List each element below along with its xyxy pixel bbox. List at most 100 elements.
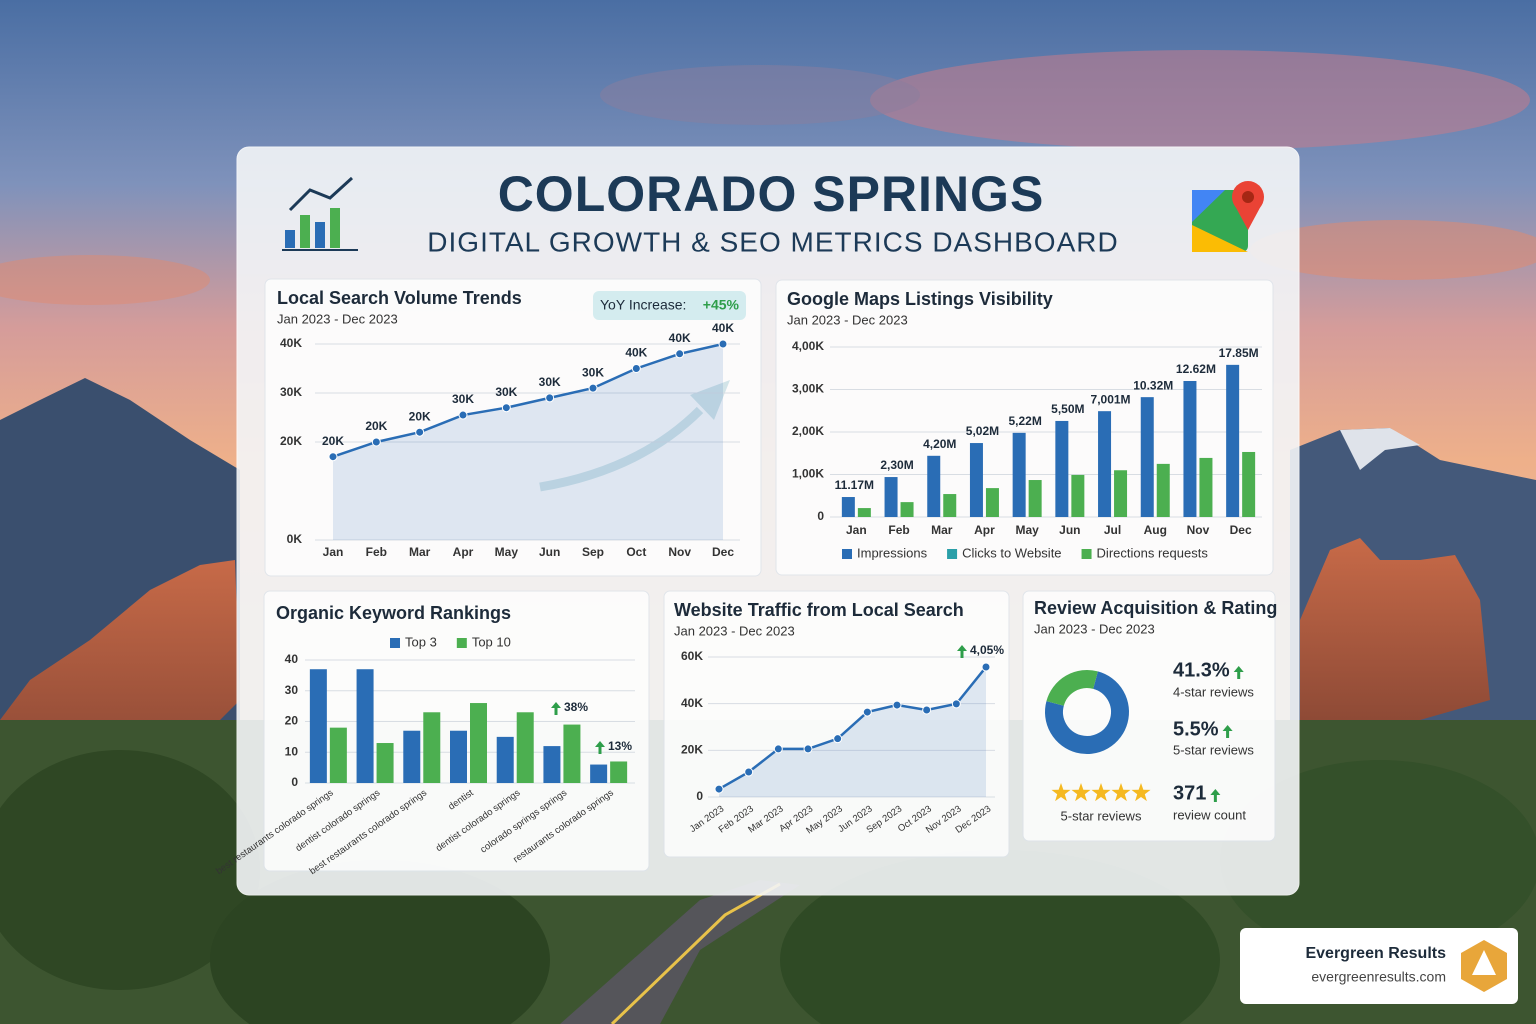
y-tick-label: 2,00K [792,424,824,438]
bar [423,712,441,783]
bar [884,477,898,517]
y-tick-label: 0 [696,789,703,803]
bar [1098,411,1112,517]
x-tick-label: Nov [668,545,691,559]
stat-value: 5.5% [1173,718,1219,740]
value-label: 11.17M [835,478,874,492]
y-tick-label: 20K [681,743,703,757]
badge-label: YoY Increase: [600,297,686,313]
value-label: 30K [495,385,517,399]
point [588,383,598,393]
y-tick-label: 1,00K [792,467,824,481]
y-tick-label: 0 [291,775,298,789]
chart-title: Website Traffic from Local Search [674,600,964,620]
brand-box [1240,928,1518,1004]
y-tick-label: 20K [280,434,302,448]
legend-label: Top 3 [405,634,437,649]
x-tick-label: Jun [1059,523,1080,537]
x-tick-label: Nov [1187,523,1210,537]
bar [563,724,581,783]
y-tick-label: 40 [285,652,299,666]
point [631,364,641,373]
point [922,705,932,715]
cloud [0,255,210,305]
chart-subtitle: Jan 2023 - Dec 2023 [277,311,398,326]
chart-panel [264,278,762,577]
point [458,410,468,420]
red-rock [0,560,240,760]
legend-swatch [390,638,400,648]
annotation: 38% [564,700,588,714]
star [1071,783,1091,802]
point [328,452,338,462]
bar [450,730,467,783]
up-arrow [1237,671,1241,679]
value-label: 20K [409,409,431,423]
value-label: 5,02M [966,424,999,438]
value-label: 40K [712,321,734,335]
value-label: 12.62M [1176,362,1216,376]
bar [1226,364,1240,517]
point [415,427,425,437]
y-tick-label: 3,00K [792,382,824,396]
page-title: COLORADO SPRINGS [498,166,1045,222]
point [773,744,783,754]
bar [927,455,941,517]
x-tick-label: Jun [539,545,560,559]
tree [0,750,260,990]
value-label: 20K [322,434,344,448]
value-label: 20K [365,419,387,433]
y-tick-label: 40K [280,336,302,350]
chart-title: Review Acquisition & Rating [1034,598,1277,618]
x-tick-label: Aug [1144,523,1167,537]
road [560,880,800,1024]
up-arrow [1210,789,1221,795]
up-arrow [551,702,561,708]
y-tick-label: 30 [285,683,299,697]
area [333,344,723,540]
x-tick-label: Mar [931,523,953,537]
legend-label: Directions requests [1097,545,1209,560]
y-tick-label: 40K [681,696,703,710]
x-tick-label: Jul [1104,523,1121,537]
badge [593,291,746,320]
x-tick-label: Dec [712,545,734,559]
chart-subtitle: Jan 2023 - Dec 2023 [674,623,795,638]
bar [516,712,534,783]
legend-label: Clicks to Website [962,545,1061,560]
point [714,784,724,794]
brand-url: evergreenresults.com [1311,969,1446,985]
point [803,744,813,754]
x-tick-label: Sep [582,545,604,559]
point [675,349,685,359]
donut-segment [1046,670,1098,707]
bar [610,761,628,783]
bar [543,746,561,783]
y-tick-label: 60K [681,649,703,663]
page-subtitle: DIGITAL GROWTH & SEO METRICS DASHBOARD [427,226,1118,257]
star [1131,783,1151,802]
up-arrow [957,645,967,651]
y-tick-label: 0 [817,509,824,523]
badge-value: +45% [703,297,740,313]
up-arrow [1222,725,1233,731]
value-label: 5,50M [1051,402,1084,416]
chart-subtitle: Jan 2023 - Dec 2023 [1034,621,1155,636]
annotation: 4,05% [970,643,1004,657]
up-arrow [1233,666,1244,672]
bar [1183,381,1197,517]
point [833,734,843,744]
x-tick-label: Oct [626,545,646,559]
legend-swatch [1081,549,1092,559]
bar [857,508,871,517]
cloud [600,65,920,125]
legend-swatch [456,638,467,648]
stat-value: 371 [1173,782,1206,804]
cloud [1250,220,1536,280]
bar [841,497,855,517]
y-tick-label: 20 [285,714,299,728]
snow [1340,428,1420,470]
brand-name: Evergreen Results [1305,945,1446,962]
bar [985,488,999,517]
x-tick-label: Jan [846,523,867,537]
